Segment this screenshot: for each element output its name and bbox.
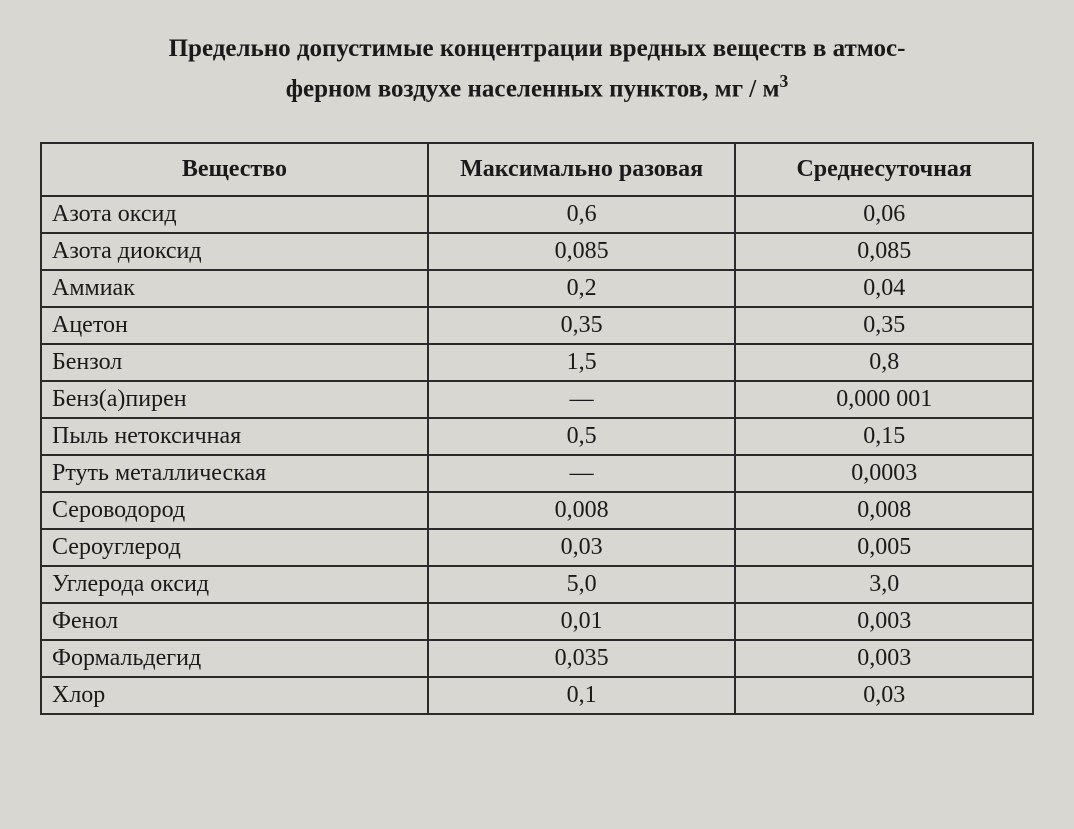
table-row: Формальдегид0,0350,003 [41,640,1033,677]
title-superscript: 3 [780,71,789,91]
daily-avg-cell: 0,008 [735,492,1033,529]
substance-cell: Бенз(а)пирен [41,381,428,418]
substance-cell: Фенол [41,603,428,640]
daily-avg-cell: 0,003 [735,640,1033,677]
daily-avg-cell: 0,0003 [735,455,1033,492]
max-single-cell: — [428,381,736,418]
table-row: Аммиак0,20,04 [41,270,1033,307]
substance-cell: Ацетон [41,307,428,344]
daily-avg-cell: 0,15 [735,418,1033,455]
substance-cell: Азота оксид [41,196,428,233]
table-row: Азота диоксид0,0850,085 [41,233,1033,270]
daily-avg-cell: 0,03 [735,677,1033,714]
daily-avg-cell: 0,003 [735,603,1033,640]
substance-cell: Ртуть металлическая [41,455,428,492]
page-title: Предельно допустимые концентрации вредны… [60,30,1014,107]
table-row: Хлор0,10,03 [41,677,1033,714]
substance-cell: Сероводород [41,492,428,529]
substance-cell: Сероуглерод [41,529,428,566]
daily-avg-cell: 0,35 [735,307,1033,344]
table-row: Углерода оксид5,03,0 [41,566,1033,603]
title-line-1: Предельно допустимые концентрации вредны… [169,35,906,62]
substance-cell: Пыль нетоксичная [41,418,428,455]
substance-cell: Углерода оксид [41,566,428,603]
max-single-cell: 0,2 [428,270,736,307]
max-single-cell: — [428,455,736,492]
substance-cell: Азота диоксид [41,233,428,270]
daily-avg-cell: 3,0 [735,566,1033,603]
col-header-max-single: Максимально разовая [428,143,736,196]
daily-avg-cell: 0,06 [735,196,1033,233]
max-single-cell: 0,008 [428,492,736,529]
table-row: Азота оксид0,60,06 [41,196,1033,233]
max-single-cell: 0,01 [428,603,736,640]
substance-cell: Аммиак [41,270,428,307]
title-line-2-prefix: ферном воздухе населенных пунктов, мг / … [286,75,780,102]
table-header-row: Вещество Максимально разовая Среднесуточ… [41,143,1033,196]
table-row: Сероводород0,0080,008 [41,492,1033,529]
substance-cell: Хлор [41,677,428,714]
max-single-cell: 1,5 [428,344,736,381]
table-row: Пыль нетоксичная0,50,15 [41,418,1033,455]
max-single-cell: 5,0 [428,566,736,603]
daily-avg-cell: 0,000 001 [735,381,1033,418]
table-row: Ацетон0,350,35 [41,307,1033,344]
max-single-cell: 0,35 [428,307,736,344]
substance-cell: Бензол [41,344,428,381]
table-row: Ртуть металлическая—0,0003 [41,455,1033,492]
daily-avg-cell: 0,005 [735,529,1033,566]
daily-avg-cell: 0,085 [735,233,1033,270]
max-single-cell: 0,6 [428,196,736,233]
daily-avg-cell: 0,8 [735,344,1033,381]
substance-cell: Формальдегид [41,640,428,677]
max-single-cell: 0,035 [428,640,736,677]
max-single-cell: 0,085 [428,233,736,270]
max-single-cell: 0,1 [428,677,736,714]
daily-avg-cell: 0,04 [735,270,1033,307]
concentration-table: Вещество Максимально разовая Среднесуточ… [40,142,1034,715]
col-header-daily-avg: Среднесуточная [735,143,1033,196]
table-row: Фенол0,010,003 [41,603,1033,640]
table-row: Бензол1,50,8 [41,344,1033,381]
table-row: Бенз(а)пирен—0,000 001 [41,381,1033,418]
col-header-substance: Вещество [41,143,428,196]
max-single-cell: 0,03 [428,529,736,566]
table-row: Сероуглерод0,030,005 [41,529,1033,566]
max-single-cell: 0,5 [428,418,736,455]
